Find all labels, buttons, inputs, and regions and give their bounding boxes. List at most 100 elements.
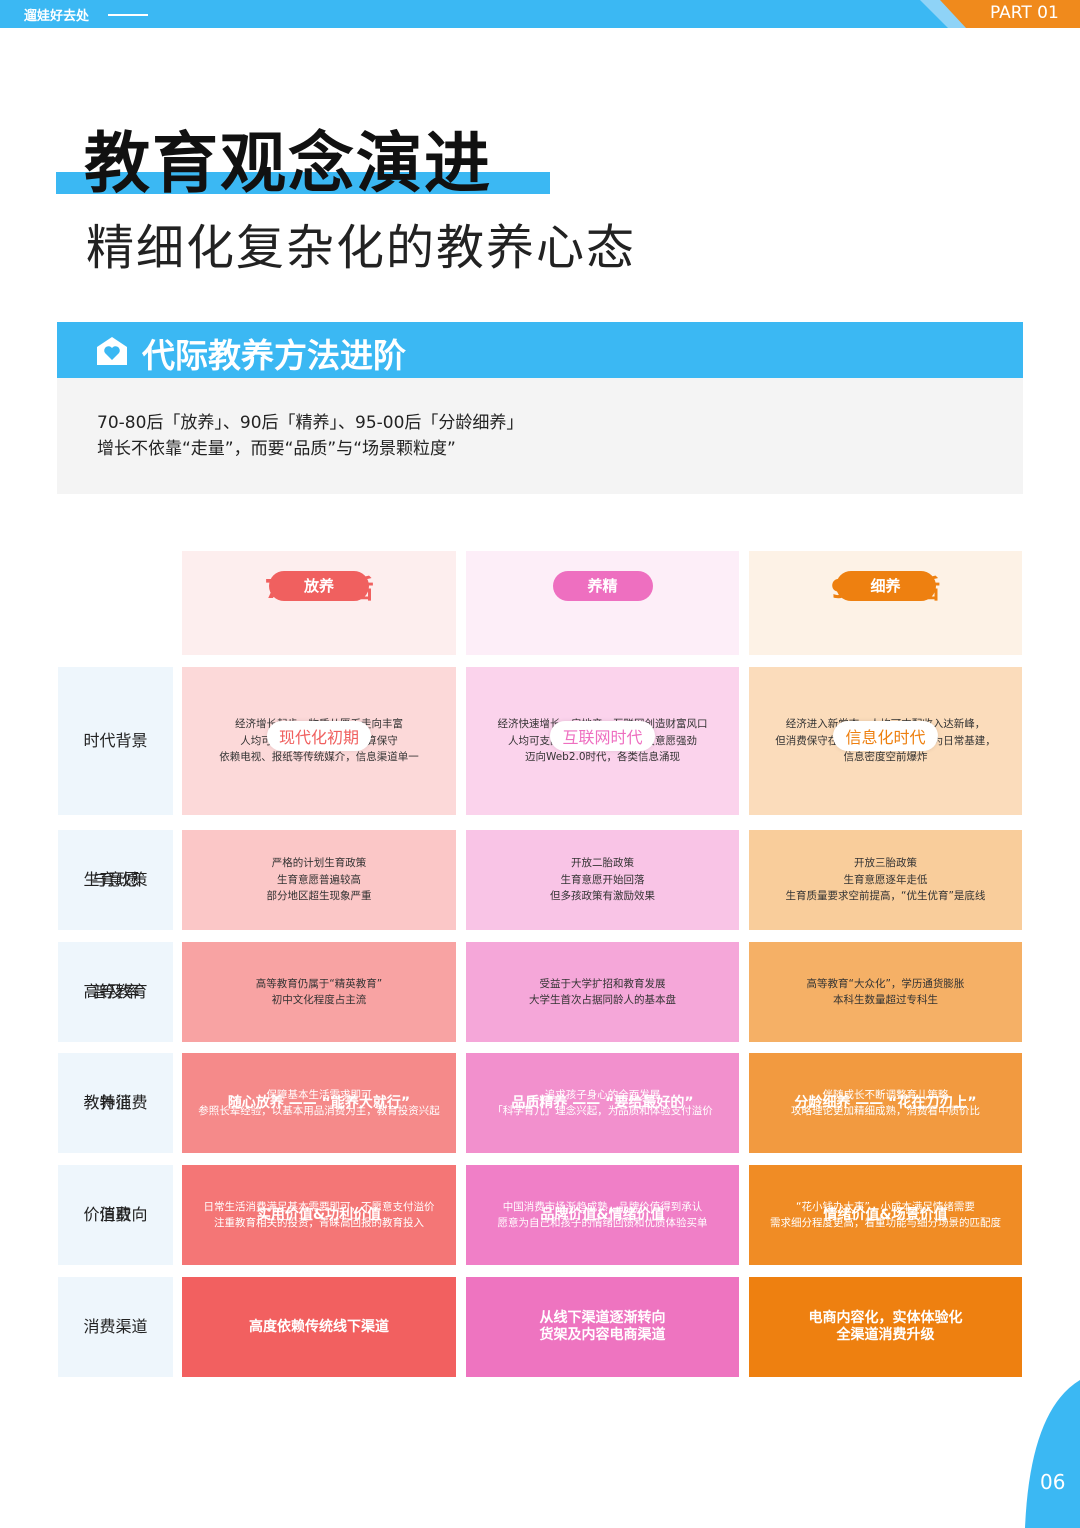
cell: 受益于大学扩招和教育发展 大学生首次占据同龄人的基本盘 <box>466 942 739 1042</box>
cell: 严格的计划生育政策 生育意愿普遍较高 部分地区超生现象严重 <box>182 830 456 930</box>
cell: 信息化时代经济进入新常态，人均可支配收入达新峰，但消费保守在意性价比网络应用成为… <box>749 667 1022 815</box>
cell-line: 高度依赖传统线下渠道 <box>249 1318 389 1335</box>
cell: 开放三胎政策 生育意愿逐年走低生育质量要求空前提高，“优生优育”是底线 <box>749 830 1022 930</box>
title-bar <box>56 172 550 194</box>
cell-line: 开放二胎政策 <box>571 857 634 870</box>
cell-line: 全渠道消费升级 <box>836 1327 935 1343</box>
cell-line: 信息密度空前爆炸 <box>843 751 928 764</box>
row-label: 高等教育 普及率 <box>58 942 173 1042</box>
cell-line: 生育质量要求空前提高，“优生优育”是底线 <box>785 890 986 903</box>
cell: 分龄细养 —— “花在刀刃上” 伴随成长不断调整育儿策略攻略理论更加精细成熟，消费… <box>749 1053 1022 1153</box>
section-heading: 代际教养方法进阶 <box>142 336 406 375</box>
row-label-line: 价值取向 <box>83 1205 148 1224</box>
title: 教育观念演进 <box>84 125 492 202</box>
row-label: 教养消费 特征 <box>58 1053 173 1153</box>
cell-line: 本科生数量超过专科生 <box>833 994 938 1006</box>
cell-title: 分龄细养 —— “花在刀刃上” <box>794 1095 977 1111</box>
cell: 现代化初期经济增长起步，物质从匮乏走向丰富人均可支配收入低，育儿预算保守依赖电视… <box>182 667 456 815</box>
cell-line: 「科学育儿」理念兴起，为品质和体验支付溢价 <box>492 1105 713 1117</box>
brand: 遛娃好去处 <box>24 9 90 24</box>
cell-line: 大学生首次占据同龄人的基本盘 <box>529 994 676 1006</box>
cell: 高度依赖传统线下渠道 <box>182 1277 456 1377</box>
cell-tag: 现代化初期 <box>266 721 371 751</box>
column-header: 90后养精 <box>466 551 739 655</box>
cell-tag: 信息化时代 <box>833 721 938 751</box>
part-label: PART 01 <box>990 3 1059 23</box>
cell-line: 中国消费市场渐趋成熟，品牌价值得到承认 <box>502 1200 703 1213</box>
cell-line: 电商内容化，实体体验化 <box>808 1310 963 1326</box>
cell-line: 伴随成长不断调整育儿策略 <box>822 1088 949 1101</box>
cell-line: 严格的计划生育政策 <box>271 857 367 870</box>
cell-line: 高等教育“大众化”，学历通货膨胀 <box>806 977 965 990</box>
subtitle: 精细化复杂化的教养心态 <box>86 220 637 276</box>
row-label-line: 与意愿 <box>91 870 140 889</box>
row-label-line: 高等教育 <box>83 982 148 1001</box>
cell-line: 生育意愿逐年走低 <box>843 873 928 886</box>
rule <box>108 14 148 16</box>
cell: 品牌价值&情绪价值 中国消费市场渐趋成熟，品牌价值得到承认 愿意为自己和孩子的情绪回… <box>466 1165 739 1265</box>
section-band <box>57 322 1023 378</box>
cell-line: 攻略理论更加精细成熟，消费看中质价比 <box>791 1105 980 1117</box>
row-label: 时代背景 <box>58 667 173 815</box>
cell-title: 情绪价值&场景价值 <box>823 1207 948 1223</box>
cell-line: 但多孩政策有激励效果 <box>550 890 655 903</box>
cell-line: 部分地区超生现象严重 <box>266 890 372 903</box>
row-label: 生育政策 与意愿 <box>58 830 173 930</box>
row-label-line: 时代背景 <box>83 731 148 750</box>
row-label-line: 教养消费 <box>83 1093 148 1112</box>
row-label: 消费 价值取向 <box>58 1165 173 1265</box>
cell-line: 生育意愿开始回落 <box>560 873 645 886</box>
part-badge <box>920 0 1080 28</box>
cell-tag: 互联网时代 <box>550 721 655 751</box>
tag: 养精 <box>552 571 653 601</box>
column-header: 90-00后细养 <box>749 551 1022 655</box>
section-icon <box>97 337 127 365</box>
cell: 电商内容化，实体体验化 全渠道消费升级 <box>749 1277 1022 1377</box>
cell-line: 保障基本生活需求即可 <box>266 1088 372 1101</box>
cell-line: 货架及内容电商渠道 <box>539 1327 666 1343</box>
cell-line: “花小钱办大事”，小成本满足情绪需要 <box>796 1200 975 1213</box>
page-number: 06 <box>1040 1470 1066 1494</box>
cell: 实用价值&功利价值 日常生活消费满足基本需要即可，不愿意支付溢价 注重教育相关的投资… <box>182 1165 456 1265</box>
corner-shape <box>1025 1380 1080 1528</box>
tag: 细养 <box>835 571 936 601</box>
cell-line: 日常生活消费满足基本需要即可，不愿意支付溢价 <box>203 1200 435 1213</box>
cell: 互联网时代经济快速增长，房地产、互联网创造财富风口人均可支配收入显著提升，消费意… <box>466 667 739 815</box>
cell: 随心放养 —— “能养大就行” 保障基本生活需求即可参照长辈经验，以基本用品消费为… <box>182 1053 456 1153</box>
cell-line: 依赖电视、报纸等传统媒介，信息渠道单一 <box>219 751 419 764</box>
cell-title: 品牌价值&情绪价值 <box>540 1207 665 1223</box>
cell: 情绪价值&场景价值 “花小钱办大事”，小成本满足情绪需要需求细分程度更高，看重功能… <box>749 1165 1022 1265</box>
cell-line: 参照长辈经验，以基本用品消费为主，教育投资兴起 <box>198 1105 440 1117</box>
cell-line: 需求细分程度更高，看重功能与细分场景的匹配度 <box>770 1217 1001 1229</box>
cell-line: 注重教育相关的投资，青睐高回报的教育投入 <box>214 1217 424 1229</box>
intro-line: 70-80后「放养」、90后「精养」、95-00后「分龄细养」 <box>97 413 524 433</box>
row-label: 消费渠道 <box>58 1277 173 1377</box>
cell-line: 从线下渠道逐渐转向 <box>539 1310 666 1326</box>
intro-line: 增长不依靠“走量”，而要“品质”与“场景颗粒度” <box>97 439 456 459</box>
cell: 品质精养 —— “要给最好的” 追求孩子身心的全面发展「科学育儿」理念兴起，为品质… <box>466 1053 739 1153</box>
column-header: 70-80后放养 <box>182 551 456 655</box>
row-label-line: 消费渠道 <box>83 1317 148 1336</box>
cell-title: 品质精养 —— “要给最好的” <box>511 1095 694 1111</box>
row-label-line: 生育政策 <box>83 870 148 889</box>
cell-line: 追求孩子身心的全面发展 <box>544 1088 661 1101</box>
cell-title: 实用价值&功利价值 <box>256 1207 382 1223</box>
cell-line: 生育意愿普遍较高 <box>277 873 361 886</box>
intro-box <box>57 378 1023 494</box>
cell-line: 开放三胎政策 <box>854 857 917 870</box>
cell-line: 初中文化程度占主流 <box>271 994 367 1006</box>
cell: 开放二胎政策 生育意愿开始回落 但多孩政策有激励效果 <box>466 830 739 930</box>
row-label-line: 消费 <box>99 1205 132 1224</box>
cell-line: 受益于大学扩招和教育发展 <box>539 977 666 990</box>
cell-line: 愿意为自己和孩子的情绪回馈和优质体验买单 <box>497 1217 708 1229</box>
cell-line: 迈向Web2.0时代，各类信息涌现 <box>524 751 681 764</box>
row-label-line: 特征 <box>99 1093 132 1112</box>
cell: 高等教育仍属于“精英教育” 初中文化程度占主流 <box>182 942 456 1042</box>
top-bar <box>0 0 1080 28</box>
cell: 高等教育“大众化”，学历通货膨胀 本科生数量超过专科生 <box>749 942 1022 1042</box>
cell-title: 随心放养 —— “能养大就行” <box>227 1095 411 1111</box>
tag: 放养 <box>269 571 369 601</box>
cell: 从线下渠道逐渐转向 货架及内容电商渠道 <box>466 1277 739 1377</box>
row-label-line: 普及率 <box>91 982 140 1001</box>
